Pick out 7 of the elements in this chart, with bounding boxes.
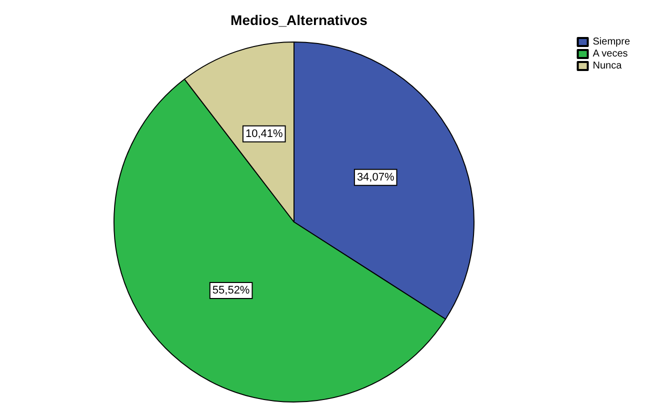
chart-title: Medios_Alternativos	[230, 12, 368, 28]
legend-label: Siempre	[592, 36, 630, 48]
legend-label: A veces	[592, 48, 628, 60]
data-label: 55,52%	[212, 284, 250, 296]
legend-label: Nunca	[592, 60, 622, 72]
data-label: 34,07%	[356, 171, 394, 184]
data-label: 10,41%	[245, 128, 283, 140]
